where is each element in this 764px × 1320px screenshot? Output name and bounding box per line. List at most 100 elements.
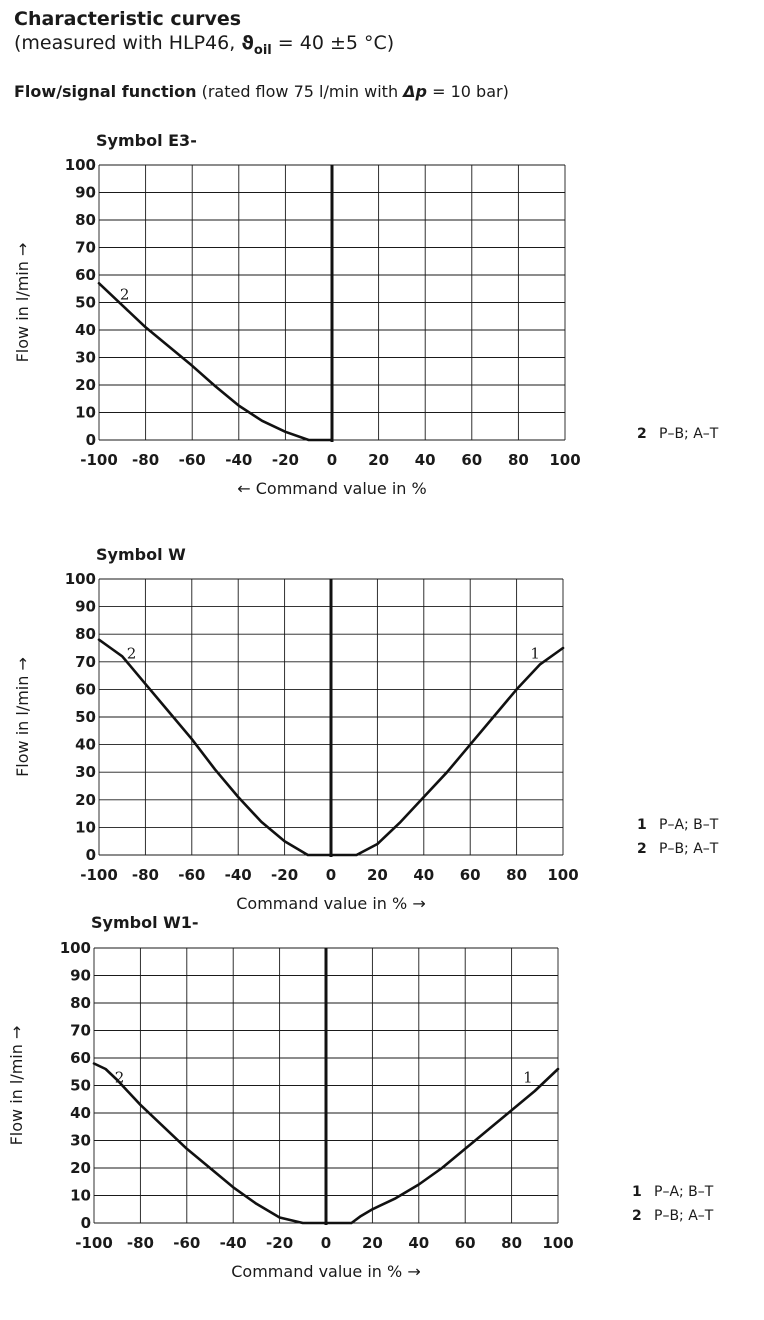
chart-3-legend-text: P–B; A–T — [654, 1208, 714, 1224]
chart-1-x-tick: 80 — [508, 451, 529, 469]
chart-2-legend-num: 2 — [637, 841, 647, 857]
chart-2-series-2-line — [97, 638, 333, 857]
chart-2-x-tick: -80 — [132, 866, 159, 884]
chart-2-y-tick: 100 — [65, 570, 96, 588]
section-bold: Flow/signal function — [14, 82, 197, 101]
chart-2-x-tick: 20 — [367, 866, 388, 884]
chart-1-y-tick: 10 — [75, 404, 96, 422]
chart-1-x-tick: -100 — [80, 451, 118, 469]
section-suffix: = 10 bar) — [427, 82, 509, 101]
chart-1-y-tick: 0 — [86, 431, 96, 449]
chart-3-x-tick: -20 — [266, 1234, 293, 1252]
chart-1-series-2-line — [97, 282, 334, 442]
chart-2-x-label: Command value in % → — [236, 894, 425, 913]
chart-3-y-tick: 70 — [70, 1022, 91, 1040]
chart-2-x-tick: -60 — [178, 866, 205, 884]
chart-3-x-tick: -80 — [127, 1234, 154, 1252]
chart-3-legend-num: 2 — [632, 1208, 642, 1224]
chart-2-y-tick: 0 — [86, 846, 96, 864]
chart-2-y-tick: 60 — [75, 680, 96, 698]
subtitle-symbol: ϑ — [241, 32, 254, 54]
chart-1-y-tick: 20 — [75, 376, 96, 394]
chart-1-x-tick: -60 — [179, 451, 206, 469]
chart-3-series-2-label: 2 — [115, 1068, 125, 1086]
chart-3-x-tick: 0 — [321, 1234, 331, 1252]
chart-3-legend-num: 1 — [632, 1184, 642, 1200]
chart-1-series-2-label: 2 — [120, 285, 130, 303]
chart-3-x-tick: -40 — [220, 1234, 247, 1252]
chart-3-x-tick: -100 — [75, 1234, 113, 1252]
chart-2-x-tick: -100 — [80, 866, 118, 884]
subtitle-prefix: (measured with HLP46, — [14, 32, 242, 54]
chart-3-title: Symbol W1- — [91, 913, 199, 932]
chart-2-x-tick: 0 — [326, 866, 336, 884]
chart-1-y-tick: 90 — [75, 184, 96, 202]
chart-1-y-tick: 30 — [75, 349, 96, 367]
chart-2-series-1-line — [329, 646, 565, 857]
section-dp: Δp — [403, 82, 428, 101]
chart-3-y-tick: 20 — [70, 1159, 91, 1177]
section-prefix: (rated flow 75 l/min with — [196, 82, 404, 101]
chart-2-legend-num: 1 — [637, 817, 647, 833]
chart-1-x-label: ← Command value in % — [237, 479, 426, 498]
chart-2-x-tick: 80 — [506, 866, 527, 884]
chart-1-y-tick: 40 — [75, 321, 96, 339]
page-subtitle: (measured with HLP46, ϑoil = 40 ±5 °C) — [14, 32, 394, 58]
chart-3-series-2-line — [92, 1062, 328, 1225]
chart-1-title: Symbol E3- — [96, 131, 197, 150]
chart-3-x-tick: 40 — [408, 1234, 429, 1252]
chart-1-x-tick: 60 — [461, 451, 482, 469]
chart-3-x-tick: -60 — [173, 1234, 200, 1252]
chart-2-y-tick: 90 — [75, 598, 96, 616]
chart-1-y-label: Flow in l/min → — [13, 243, 32, 363]
chart-1-x-tick: 0 — [327, 451, 337, 469]
chart-3-series-1-line — [324, 1067, 560, 1225]
chart-1-x-tick: 100 — [549, 451, 580, 469]
chart-1-legend-num: 2 — [637, 426, 647, 442]
chart-2-x-tick: -20 — [271, 866, 298, 884]
chart-2-y-tick: 20 — [75, 791, 96, 809]
chart-3-x-tick: 20 — [362, 1234, 383, 1252]
chart-3-x-tick: 60 — [455, 1234, 476, 1252]
chart-2-y-tick: 10 — [75, 818, 96, 836]
chart-3-y-tick: 50 — [70, 1077, 91, 1095]
chart-2-series-1-label: 1 — [530, 645, 540, 663]
chart-1-x-tick: -40 — [225, 451, 252, 469]
section-heading: Flow/signal function (rated flow 75 l/mi… — [14, 82, 509, 101]
chart-1-y-tick: 50 — [75, 294, 96, 312]
chart-2-legend-text: P–A; B–T — [659, 817, 719, 833]
chart-3-legend-text: P–A; B–T — [654, 1184, 714, 1200]
chart-2-x-tick: 100 — [547, 866, 578, 884]
page-title: Characteristic curves — [14, 8, 242, 30]
chart-2-y-tick: 70 — [75, 653, 96, 671]
chart-3-series-1-label: 1 — [523, 1068, 533, 1086]
chart-3-y-tick: 80 — [70, 994, 91, 1012]
chart-1-y-tick: 80 — [75, 211, 96, 229]
chart-2-y-label: Flow in l/min → — [13, 657, 32, 777]
chart-3-y-tick: 40 — [70, 1104, 91, 1122]
chart-1-y-tick: 70 — [75, 239, 96, 257]
chart-3-y-tick: 90 — [70, 967, 91, 985]
chart-2-x-tick: -40 — [225, 866, 252, 884]
chart-2-x-tick: 60 — [460, 866, 481, 884]
subtitle-sub: oil — [253, 42, 272, 58]
chart-3-y-tick: 0 — [81, 1214, 91, 1232]
chart-2-title: Symbol W — [96, 545, 186, 564]
chart-3-x-label: Command value in % → — [231, 1262, 420, 1281]
chart-2-series-2-label: 2 — [127, 645, 137, 663]
chart-2-x-tick: 40 — [413, 866, 434, 884]
chart-1-x-tick: -20 — [272, 451, 299, 469]
subtitle-suffix: = 40 ±5 °C) — [271, 32, 395, 54]
chart-1-y-tick: 100 — [65, 156, 96, 174]
chart-3-x-tick: 100 — [542, 1234, 573, 1252]
chart-3-y-tick: 30 — [70, 1132, 91, 1150]
chart-1-x-tick: 20 — [368, 451, 389, 469]
chart-1-y-tick: 60 — [75, 266, 96, 284]
chart-2-y-tick: 50 — [75, 708, 96, 726]
chart-3-x-tick: 80 — [501, 1234, 522, 1252]
chart-1-legend-text: P–B; A–T — [659, 426, 719, 442]
chart-2-y-tick: 30 — [75, 763, 96, 781]
chart-3-y-label: Flow in l/min → — [7, 1026, 26, 1146]
chart-3-y-tick: 10 — [70, 1187, 91, 1205]
